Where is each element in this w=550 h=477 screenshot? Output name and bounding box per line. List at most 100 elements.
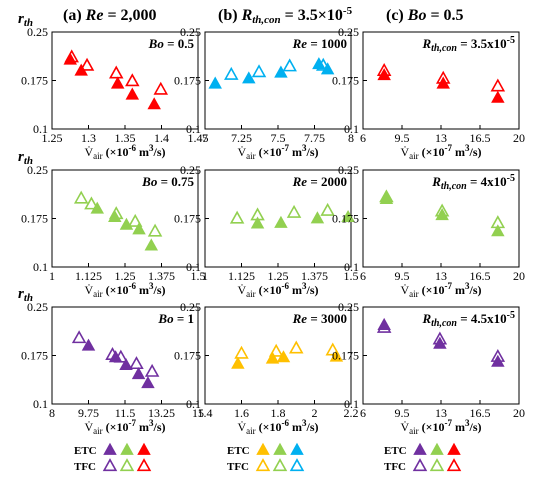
- legend-marker: [255, 458, 271, 472]
- y-tick-label: 0.25: [338, 300, 359, 314]
- y-tick-label: 0.25: [27, 163, 48, 177]
- etc-point: [341, 209, 355, 223]
- y-tick-label: 0.1: [186, 397, 201, 411]
- etc-point: [242, 71, 256, 84]
- y-tick-label: 0.1: [186, 122, 201, 136]
- tfc-point: [435, 70, 451, 84]
- x-tick-label: 1.25: [42, 131, 63, 145]
- chart-panel-row2-col2: 0.1 0.175 0.25 1 1.125 1.25 1.375 1.5 V̇air (×10…: [174, 163, 359, 299]
- tfc-point: [108, 65, 124, 79]
- y-tick-label: 0.1: [33, 260, 48, 274]
- x-axis-label: V̇air (×10-7 m3/s): [400, 143, 481, 161]
- etc-point: [81, 338, 96, 351]
- x-tick-label: 13: [435, 131, 447, 145]
- y-tick-label: 0.25: [27, 300, 48, 314]
- chart-panel-row2-col3: 0.1 0.175 0.25 6 9.5 13 16.5 20 V̇air (×10-7 m3/…: [332, 163, 525, 299]
- tfc-point: [282, 58, 297, 72]
- y-tick-label: 0.175: [174, 74, 201, 88]
- x-tick-label: 7.75: [304, 131, 325, 145]
- legend-label-tfc: TFC: [384, 461, 406, 473]
- etc-point: [329, 349, 344, 362]
- tfc-point: [105, 347, 120, 360]
- legend-marker: [136, 458, 152, 472]
- x-tick-label: 2: [312, 406, 318, 420]
- etc-point: [491, 224, 505, 237]
- chart-panel-row1-col2: 0.1 0.175 0.25 7 7.25 7.5 7.75 8 V̇air (×10-7 m3…: [174, 25, 354, 161]
- legend-marker: [119, 458, 135, 472]
- legend-marker: [103, 442, 117, 455]
- x-tick-label: 7: [202, 131, 208, 145]
- panel-annotation: Rth,con = 4x10-5: [431, 173, 515, 192]
- x-tick-label: 11.5: [115, 406, 136, 420]
- panel-annotation: Rth,con = 4.5x10-5: [421, 310, 515, 329]
- x-tick-label: 9.5: [395, 269, 410, 283]
- legend-marker: [446, 458, 462, 472]
- tfc-point: [108, 206, 124, 220]
- tfc-point: [490, 78, 506, 92]
- legend-marker: [447, 442, 461, 455]
- x-tick-label: 1.25: [115, 269, 136, 283]
- tfc-point: [153, 81, 169, 95]
- row-ylabel: rth: [18, 11, 33, 29]
- x-tick-label: 1.8: [271, 406, 286, 420]
- tfc-point: [73, 190, 89, 204]
- y-tick-label: 0.175: [332, 212, 359, 226]
- y-tick-label: 0.25: [27, 25, 48, 39]
- y-tick-label: 0.1: [33, 397, 48, 411]
- y-tick-label: 0.1: [344, 397, 359, 411]
- tfc-point: [147, 223, 163, 237]
- etc-point: [131, 367, 146, 380]
- y-tick-label: 0.25: [338, 163, 359, 177]
- etc-point: [119, 357, 133, 371]
- legend-marker: [290, 442, 304, 455]
- column-title: (c) Bo = 0.5: [386, 7, 464, 24]
- legend-2: ETC TFC: [227, 442, 305, 473]
- tfc-point: [376, 62, 392, 76]
- legend-marker: [413, 442, 427, 455]
- legend-marker: [289, 458, 305, 472]
- tfc-point: [79, 57, 95, 71]
- tfc-point: [251, 64, 267, 78]
- tfc-point: [127, 213, 143, 227]
- y-tick-label: 0.175: [21, 74, 48, 88]
- x-axis-label: V̇air (×10-7 m3/s): [84, 418, 165, 436]
- x-tick-label: 7.25: [231, 131, 252, 145]
- etc-point: [310, 211, 325, 224]
- x-axis-label: V̇air (×10-6 m3/s): [237, 281, 318, 299]
- x-tick-label: 1.45: [188, 131, 209, 145]
- etc-point: [208, 76, 222, 89]
- x-tick-label: 13: [435, 406, 447, 420]
- x-tick-label: 13.25: [148, 406, 175, 420]
- legend-marker: [137, 442, 151, 455]
- x-tick-label: 9.5: [395, 131, 410, 145]
- plot-frame: [51, 306, 199, 405]
- legend-label-etc: ETC: [384, 445, 407, 457]
- y-tick-label: 0.175: [174, 212, 201, 226]
- y-tick-label: 0.25: [180, 163, 201, 177]
- etc-point: [132, 222, 146, 235]
- x-tick-label: 1: [202, 269, 208, 283]
- x-axis-label: V̇air (×10-6 m3/s): [84, 281, 165, 299]
- panel-annotation: Bo = 1: [157, 311, 194, 326]
- legend-label-tfc: TFC: [74, 461, 96, 473]
- y-tick-label: 0.175: [332, 349, 359, 363]
- x-tick-label: 1.4: [154, 131, 169, 145]
- tfc-point: [320, 202, 335, 216]
- y-tick-label: 0.175: [332, 74, 359, 88]
- etc-point: [491, 90, 505, 103]
- x-tick-label: 13: [435, 269, 447, 283]
- x-tick-label: 8: [49, 406, 55, 420]
- chart-panel-row2-col1: 0.1 0.175 0.25 1 1.125 1.25 1.375 1.5 V̇air (×10…: [21, 163, 206, 299]
- x-tick-label: 7.5: [271, 131, 286, 145]
- tfc-point: [144, 363, 160, 377]
- legend-1: ETC TFC: [74, 442, 152, 473]
- etc-point: [274, 65, 288, 78]
- legend-marker: [256, 442, 270, 455]
- tfc-point: [490, 215, 506, 229]
- x-tick-label: 6: [360, 406, 366, 420]
- etc-point: [435, 208, 449, 221]
- x-tick-label: 1.4: [198, 406, 213, 420]
- legend-marker: [273, 442, 287, 455]
- tfc-point: [71, 330, 87, 344]
- panel-annotation: Rth,con = 3.5x10-5: [421, 35, 515, 54]
